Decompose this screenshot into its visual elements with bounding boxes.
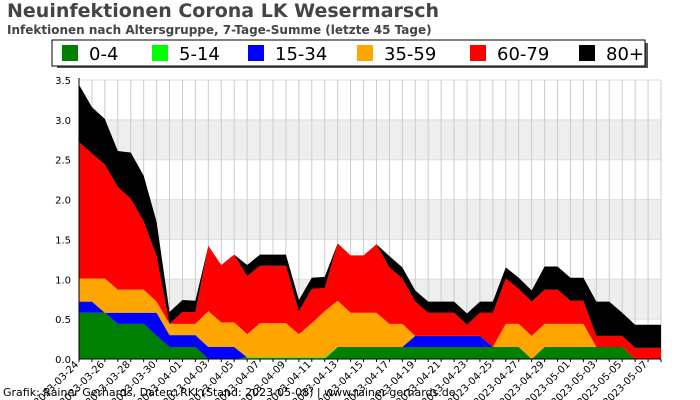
y-tick-label: 2.5 (55, 156, 71, 167)
legend-swatch-5-14 (152, 45, 168, 61)
legend-label-0-4: 0-4 (89, 44, 118, 65)
series-area-35-59 (79, 278, 661, 359)
legend-label-5-14: 5-14 (179, 44, 220, 65)
legend: 0-4 5-14 15-34 35-59 60-79 80+ (51, 39, 648, 68)
series-area-80+ (79, 84, 661, 348)
legend-label-35-59: 35-59 (384, 44, 436, 65)
legend-swatch-35-59 (357, 45, 373, 61)
series-area-60-79 (79, 142, 661, 359)
legend-swatch-15-34 (248, 45, 264, 61)
legend-swatch-0-4 (62, 45, 78, 61)
legend-swatch-60-79 (470, 45, 486, 61)
y-tick-label: 3.0 (55, 116, 71, 127)
grid-band (79, 119, 661, 160)
axes (78, 78, 662, 362)
legend-label-15-34: 15-34 (275, 44, 327, 65)
y-tick-label: 1.0 (55, 275, 71, 286)
grid-band (79, 199, 661, 240)
legend-label-80+: 80+ (606, 44, 644, 65)
legend-box (51, 39, 646, 67)
legend-swatch-80+ (579, 45, 595, 61)
credit-footer: Grafik: Rainer Gerhards, Daten: RKI (Sta… (3, 386, 456, 399)
y-tick-labels: 0.0 0.5 1.0 1.5 2.0 2.5 3.0 3.5 (55, 76, 71, 366)
chart-subtitle: Infektionen nach Altersgruppe, 7-Tage-Su… (7, 23, 432, 37)
y-tick-label: 0.0 (55, 355, 71, 366)
y-tick-label: 3.5 (55, 76, 71, 87)
y-tick-label: 2.0 (55, 196, 71, 207)
stacked-areas (79, 84, 661, 359)
legend-label-60-79: 60-79 (497, 44, 549, 65)
chart-title: Neuinfektionen Corona LK Wesermarsch (7, 0, 439, 22)
y-tick-label: 0.5 (55, 315, 71, 326)
y-tick-label: 1.5 (55, 235, 71, 246)
series-area-0-4 (79, 312, 661, 359)
